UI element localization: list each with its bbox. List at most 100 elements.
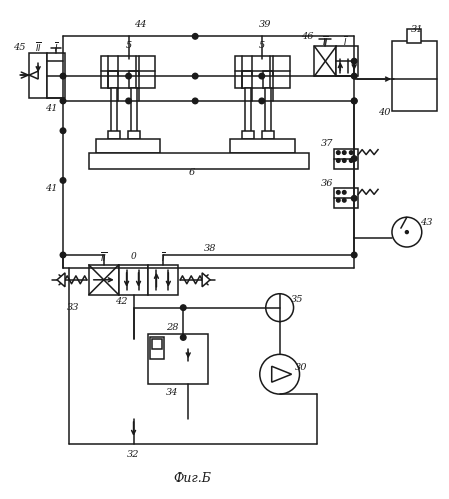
Bar	[108, 71, 118, 88]
Bar	[128, 71, 139, 88]
Text: 41: 41	[45, 104, 57, 113]
Circle shape	[60, 252, 66, 258]
Circle shape	[193, 33, 198, 39]
Text: 36: 36	[321, 179, 334, 188]
Text: 42: 42	[115, 297, 128, 306]
Bar	[262, 131, 274, 139]
Bar	[149, 334, 208, 384]
Circle shape	[336, 199, 340, 202]
Text: $\overline{II}$: $\overline{II}$	[322, 34, 329, 48]
Bar	[128, 131, 140, 139]
Circle shape	[60, 98, 66, 104]
Text: $\overline{I}$: $\overline{I}$	[161, 250, 166, 264]
Bar	[47, 53, 65, 98]
Circle shape	[193, 73, 198, 79]
Polygon shape	[272, 366, 291, 382]
Bar	[29, 53, 47, 98]
Circle shape	[352, 98, 357, 104]
Text: $\overline{II}$: $\overline{II}$	[35, 40, 42, 54]
Bar	[407, 29, 421, 43]
Bar	[230, 139, 295, 153]
Bar	[111, 88, 117, 136]
Bar	[150, 337, 164, 359]
Text: 6: 6	[189, 168, 195, 177]
Text: $\overline{I}$: $\overline{I}$	[343, 34, 348, 48]
Bar	[242, 71, 252, 88]
Text: 34: 34	[166, 388, 179, 397]
Circle shape	[392, 217, 422, 247]
Bar	[89, 265, 119, 295]
Bar	[96, 139, 160, 153]
Circle shape	[266, 294, 294, 321]
Circle shape	[336, 159, 340, 162]
Bar	[149, 265, 178, 295]
Circle shape	[352, 58, 357, 64]
Bar	[108, 131, 119, 139]
Bar	[101, 56, 155, 88]
Circle shape	[259, 98, 264, 104]
Circle shape	[352, 252, 357, 258]
Circle shape	[352, 98, 357, 104]
Text: $\overline{II}$: $\overline{II}$	[100, 250, 107, 264]
Bar	[131, 88, 136, 136]
Text: 40: 40	[378, 108, 390, 117]
Text: 5: 5	[125, 41, 132, 50]
Bar	[263, 71, 273, 88]
Circle shape	[336, 191, 340, 194]
Circle shape	[60, 128, 66, 134]
Polygon shape	[57, 273, 65, 287]
Text: 38: 38	[204, 244, 216, 252]
Text: 33: 33	[67, 303, 79, 312]
Circle shape	[180, 305, 186, 310]
Circle shape	[352, 156, 357, 161]
Bar	[235, 56, 290, 88]
Polygon shape	[29, 71, 38, 79]
Polygon shape	[202, 273, 210, 287]
Circle shape	[349, 151, 353, 154]
Text: 32: 32	[128, 450, 140, 459]
Text: Фиг.Б: Фиг.Б	[173, 472, 211, 485]
Circle shape	[343, 159, 346, 162]
Circle shape	[343, 151, 346, 154]
Bar	[314, 46, 336, 76]
Circle shape	[343, 191, 346, 194]
Bar	[242, 131, 254, 139]
Text: 43: 43	[421, 218, 433, 227]
Text: 35: 35	[291, 295, 304, 304]
Circle shape	[60, 73, 66, 79]
Bar	[335, 189, 358, 208]
Circle shape	[343, 199, 346, 202]
Circle shape	[352, 196, 357, 201]
Text: 30: 30	[295, 363, 308, 372]
Circle shape	[405, 231, 408, 234]
Text: $\overline{I}$: $\overline{I}$	[54, 40, 58, 54]
Text: 5: 5	[259, 41, 265, 50]
Bar	[392, 41, 437, 111]
Bar	[89, 153, 309, 169]
Circle shape	[260, 354, 299, 394]
Circle shape	[352, 73, 357, 79]
Bar	[119, 265, 149, 295]
Text: 45: 45	[13, 43, 26, 52]
Circle shape	[60, 178, 66, 183]
Bar	[265, 88, 271, 136]
Text: 44: 44	[134, 20, 147, 29]
Bar	[245, 88, 251, 136]
Text: 37: 37	[321, 139, 334, 148]
Circle shape	[126, 98, 132, 104]
Circle shape	[336, 151, 340, 154]
Circle shape	[126, 73, 132, 79]
Bar	[153, 339, 163, 349]
Text: 46: 46	[301, 32, 314, 41]
Text: 28: 28	[166, 323, 179, 332]
Circle shape	[349, 159, 353, 162]
Text: 31: 31	[410, 25, 423, 34]
Circle shape	[193, 98, 198, 104]
Circle shape	[180, 335, 186, 340]
Circle shape	[259, 73, 264, 79]
Text: 0: 0	[131, 252, 136, 261]
Text: 39: 39	[259, 20, 271, 29]
Bar	[335, 149, 358, 169]
Bar	[336, 46, 358, 76]
Text: 41: 41	[45, 184, 57, 193]
